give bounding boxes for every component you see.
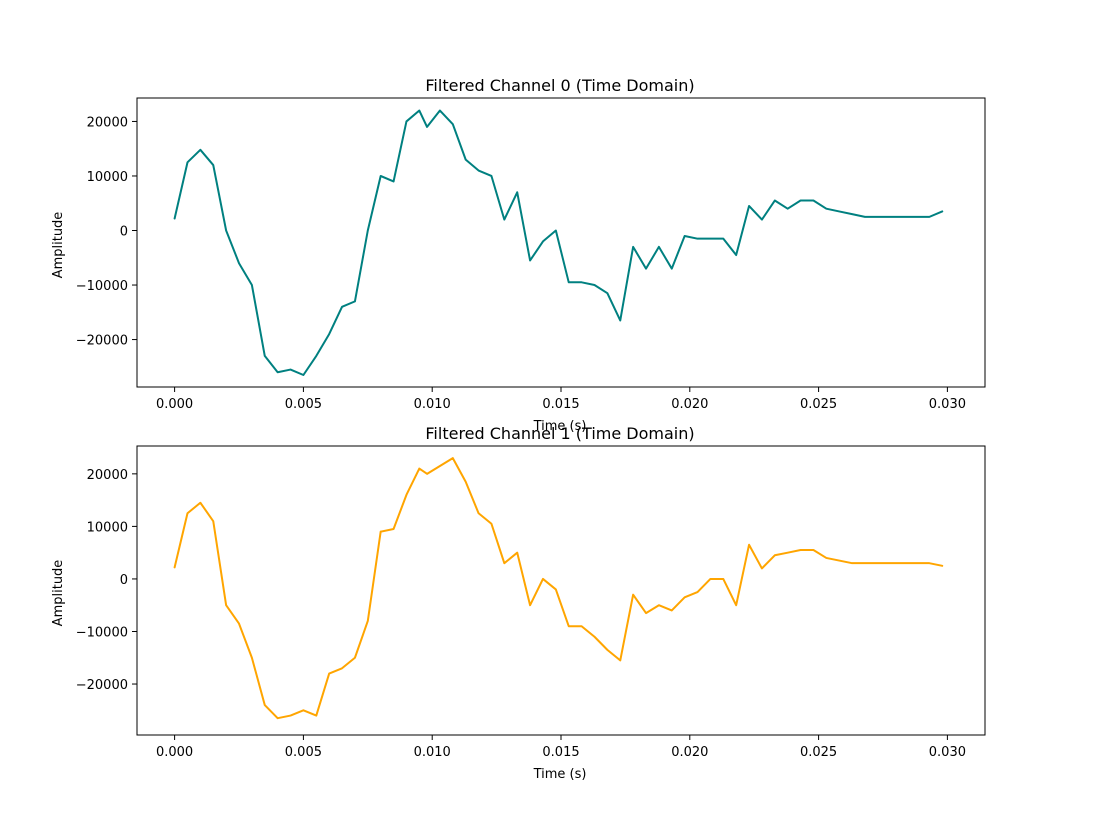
y-axis-1: −20000 −10000 0 10000 20000 bbox=[76, 468, 137, 693]
series-line-1-0 bbox=[173, 457, 944, 720]
series-line-0-0 bbox=[173, 109, 944, 376]
y-tick-label: 10000 bbox=[87, 170, 128, 185]
chart-title-0: Filtered Channel 0 (Time Domain) bbox=[425, 76, 694, 95]
y-tick-label: −10000 bbox=[76, 279, 128, 294]
chart-panel-1: Filtered Channel 1 (Time Domain) 0.000 0.… bbox=[51, 424, 986, 782]
x-tick-label: 0.025 bbox=[800, 397, 837, 412]
y-tick-label: 20000 bbox=[87, 468, 128, 483]
x-tick-label: 0.020 bbox=[671, 397, 708, 412]
y-axis-label-0: Amplitude bbox=[51, 212, 66, 279]
x-axis-label-1: Time (s) bbox=[533, 767, 587, 782]
y-axis-0: −20000 −10000 0 10000 20000 bbox=[76, 115, 137, 349]
x-tick-label: 0.000 bbox=[156, 745, 193, 760]
y-tick-label: −10000 bbox=[76, 625, 128, 640]
x-tick-label: 0.005 bbox=[285, 745, 322, 760]
x-tick-label: 0.000 bbox=[156, 397, 193, 412]
x-axis-label-0: Time (s) bbox=[533, 419, 587, 434]
chart-panel-0: Filtered Channel 0 (Time Domain) 0.000 0.… bbox=[51, 76, 986, 434]
x-axis-1: 0.000 0.005 0.010 0.015 0.020 0.025 0.030 bbox=[156, 735, 966, 760]
x-tick-label: 0.010 bbox=[414, 745, 451, 760]
x-tick-label: 0.015 bbox=[542, 745, 579, 760]
y-tick-label: −20000 bbox=[76, 334, 128, 349]
line-series-group-0 bbox=[173, 109, 944, 376]
line-series-group-1 bbox=[173, 457, 944, 720]
x-tick-label: 0.030 bbox=[929, 745, 966, 760]
y-axis-label-1: Amplitude bbox=[51, 560, 66, 627]
x-tick-label: 0.005 bbox=[285, 397, 322, 412]
x-tick-label: 0.030 bbox=[929, 397, 966, 412]
x-tick-label: 0.010 bbox=[414, 397, 451, 412]
y-tick-label: −20000 bbox=[76, 678, 128, 693]
y-tick-label: 0 bbox=[120, 225, 128, 240]
x-tick-label: 0.025 bbox=[800, 745, 837, 760]
chart-title-1: Filtered Channel 1 (Time Domain) bbox=[425, 424, 694, 443]
x-tick-label: 0.020 bbox=[671, 745, 708, 760]
x-axis-0: 0.000 0.005 0.010 0.015 0.020 0.025 0.030 bbox=[156, 387, 966, 412]
x-tick-label: 0.015 bbox=[542, 397, 579, 412]
y-tick-label: 10000 bbox=[87, 520, 128, 535]
y-tick-label: 0 bbox=[120, 573, 128, 588]
y-tick-label: 20000 bbox=[87, 115, 128, 130]
